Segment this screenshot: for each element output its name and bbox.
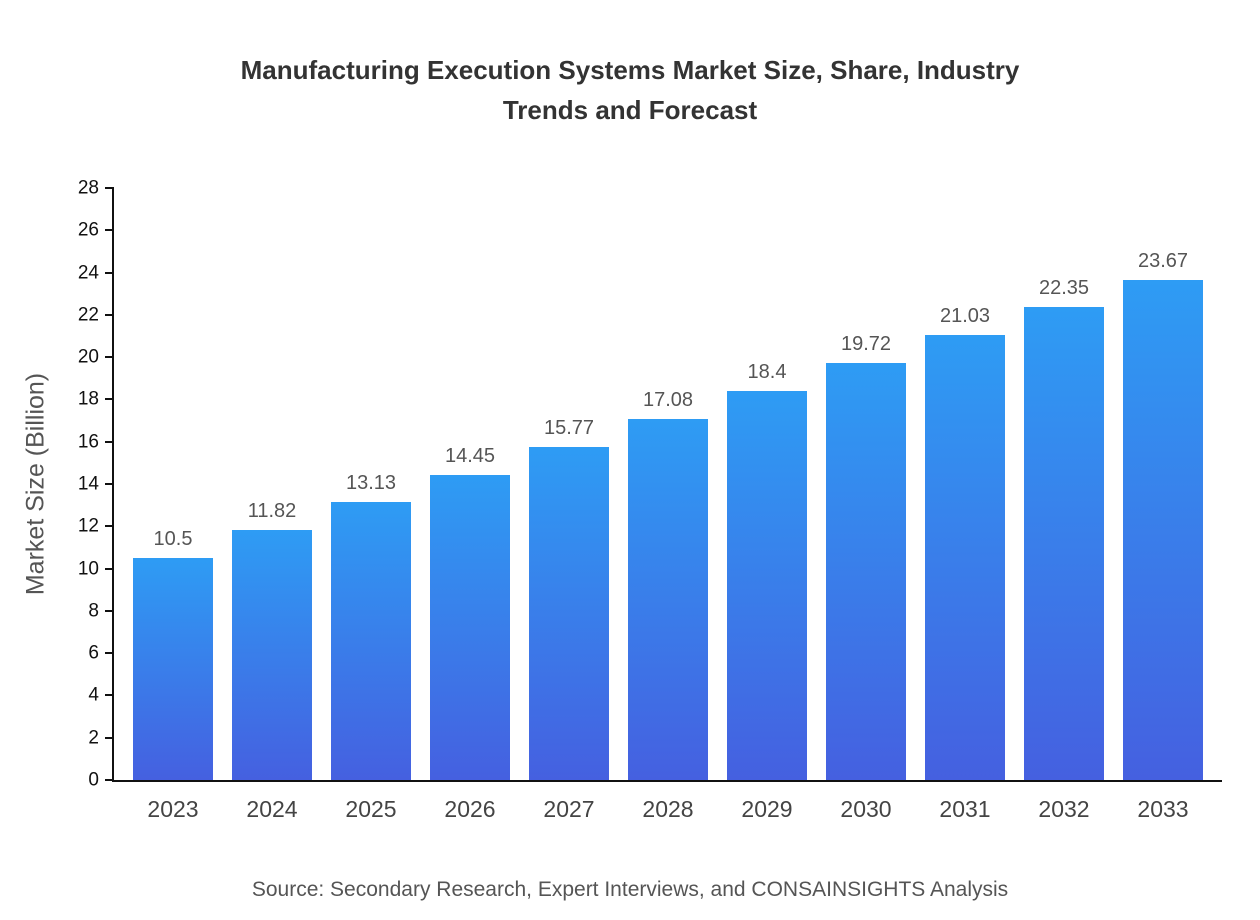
bar-value-label: 15.77 [543, 416, 595, 439]
chart-title: Manufacturing Execution Systems Market S… [240, 55, 1020, 125]
bar-value-label: 19.72 [840, 333, 892, 356]
y-tick-label: 4 [88, 684, 99, 706]
y-tick-mark [105, 694, 114, 697]
y-tick-mark [105, 525, 114, 528]
x-tick-label: 2032 [1038, 796, 1090, 822]
y-tick-label: 2 [88, 727, 99, 749]
bar-value-label: 22.35 [1038, 277, 1090, 300]
bar-2031: 21.03 2031 [925, 305, 1005, 822]
y-tick-mark [105, 313, 114, 316]
bars-container: 10.5 2023 11.82 2024 13.13 2025 14.45 2026 15.77… [114, 188, 1222, 822]
x-tick-label: 2023 [147, 796, 199, 822]
y-tick-label: 16 [77, 431, 99, 453]
x-tick-label: 2031 [939, 796, 991, 822]
x-tick-label: 2029 [741, 796, 793, 822]
y-tick-mark [105, 187, 114, 189]
y-tick-label: 6 [88, 642, 99, 664]
y-tick-label: 8 [88, 600, 99, 622]
y-tick-label: 28 [77, 177, 99, 199]
y-tick-mark [105, 736, 114, 739]
y-tick-label: 14 [77, 473, 99, 495]
y-axis: 0 2 4 6 8 10 12 14 16 18 20 22 24 26 28 [78, 179, 1222, 790]
bar-2030: 19.72 2030 [826, 333, 906, 822]
bar-2027: 15.77 2027 [529, 417, 609, 822]
y-axis-title: Market Size (Billion) [21, 372, 50, 596]
y-tick-mark [105, 567, 114, 570]
y-tick-mark [105, 229, 114, 232]
x-tick-label: 2028 [642, 796, 694, 822]
y-tick-label: 18 [77, 388, 99, 410]
bar-value-label: 21.03 [939, 305, 991, 328]
bar-2023: 10.5 2023 [133, 528, 213, 822]
bar-2026: 14.45 2026 [430, 445, 510, 822]
bar-value-label: 13.13 [345, 472, 397, 495]
x-tick-label: 2026 [444, 796, 496, 822]
y-tick-label: 10 [77, 558, 99, 580]
y-tick-label: 12 [77, 515, 99, 537]
y-tick-label: 26 [77, 219, 99, 241]
source-note: Source: Secondary Research, Expert Inter… [251, 878, 1009, 901]
x-tick-label: 2030 [840, 796, 892, 822]
x-tick-label: 2033 [1137, 796, 1189, 822]
bar-2033: 23.67 2033 [1123, 250, 1203, 822]
bar-value-label: 10.5 [153, 528, 193, 550]
bar-2024: 11.82 2024 [232, 500, 312, 822]
bar-value-label: 18.4 [747, 360, 787, 383]
y-tick-mark [105, 779, 114, 781]
y-tick-label: 22 [77, 304, 99, 326]
y-tick-label: 24 [77, 262, 99, 284]
x-tick-label: 2027 [543, 796, 595, 822]
y-tick-label: 0 [88, 769, 99, 791]
y-tick-mark [105, 483, 114, 485]
bar-2032: 22.35 2032 [1024, 277, 1104, 822]
plot-area: 0 2 4 6 8 10 12 14 16 18 20 22 24 26 28 10.5 2023 11.82 2… [78, 179, 1222, 822]
y-tick-mark [105, 652, 114, 655]
bar-value-label: 17.08 [642, 388, 694, 411]
bar-value-label: 23.67 [1137, 249, 1189, 272]
bar-value-label: 11.82 [247, 500, 297, 523]
x-tick-label: 2025 [345, 796, 397, 822]
y-tick-mark [105, 398, 114, 401]
bar-2025: 13.13 2025 [331, 472, 411, 822]
y-tick-mark [105, 440, 114, 443]
y-tick-label: 20 [77, 346, 99, 368]
y-tick-mark [105, 271, 114, 274]
bar-value-label: 14.45 [444, 444, 496, 467]
y-tick-mark [105, 356, 114, 359]
y-tick-mark [105, 609, 114, 612]
x-tick-label: 2024 [246, 796, 298, 822]
bar-2028: 17.08 2028 [628, 389, 708, 822]
bar-2029: 18.4 2029 [727, 361, 807, 822]
